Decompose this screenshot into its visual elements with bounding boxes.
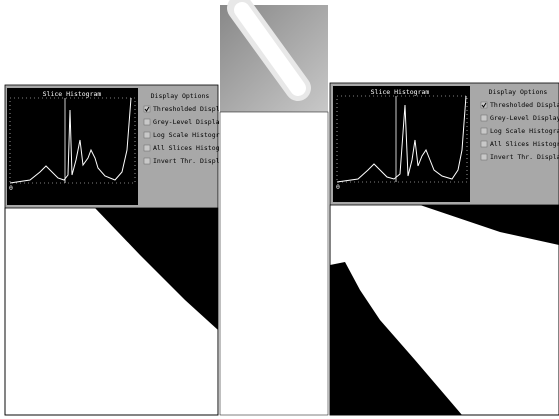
option-label: Grey-Level Display bbox=[153, 118, 224, 126]
histogram-title: Slice Histogram bbox=[43, 90, 102, 98]
left-panel: Slice Histogram 0 Display Options Thresh… bbox=[5, 85, 231, 415]
checkbox[interactable] bbox=[144, 132, 150, 138]
middle-panel bbox=[220, 5, 328, 415]
options-title: Display Options bbox=[489, 88, 548, 96]
option-label: Grey-Level Display bbox=[490, 114, 559, 122]
option-label: Invert Thr. Display bbox=[153, 157, 227, 165]
checkbox[interactable] bbox=[144, 158, 150, 164]
screen: Slice Histogram 0 Display Options Thresh… bbox=[0, 0, 559, 419]
column bbox=[220, 112, 328, 415]
histogram-box bbox=[333, 86, 470, 202]
checkbox[interactable] bbox=[481, 128, 487, 134]
right-panel: Slice Histogram 0 Display Options Thresh… bbox=[330, 83, 559, 415]
option-label: Thresholded Display bbox=[153, 105, 227, 113]
option-label: All Slices Histogram bbox=[153, 144, 231, 152]
option-label: Log Scale Histogram bbox=[153, 131, 227, 139]
checkbox[interactable] bbox=[144, 119, 150, 125]
histogram-title: Slice Histogram bbox=[371, 88, 430, 96]
axis-label: 0 bbox=[9, 184, 13, 192]
option-label: Log Scale Histogram bbox=[490, 127, 559, 135]
checkbox[interactable] bbox=[144, 145, 150, 151]
option-label: Thresholded Display bbox=[490, 101, 559, 109]
option-label: All Slices Histogram bbox=[490, 140, 559, 148]
checkbox[interactable] bbox=[481, 141, 487, 147]
options-title: Display Options bbox=[151, 92, 210, 100]
histogram-box bbox=[7, 88, 138, 205]
checkbox[interactable] bbox=[481, 154, 487, 160]
axis-label: 0 bbox=[336, 183, 340, 191]
option-label: Invert Thr. Display bbox=[490, 153, 559, 161]
checkbox[interactable] bbox=[481, 115, 487, 121]
